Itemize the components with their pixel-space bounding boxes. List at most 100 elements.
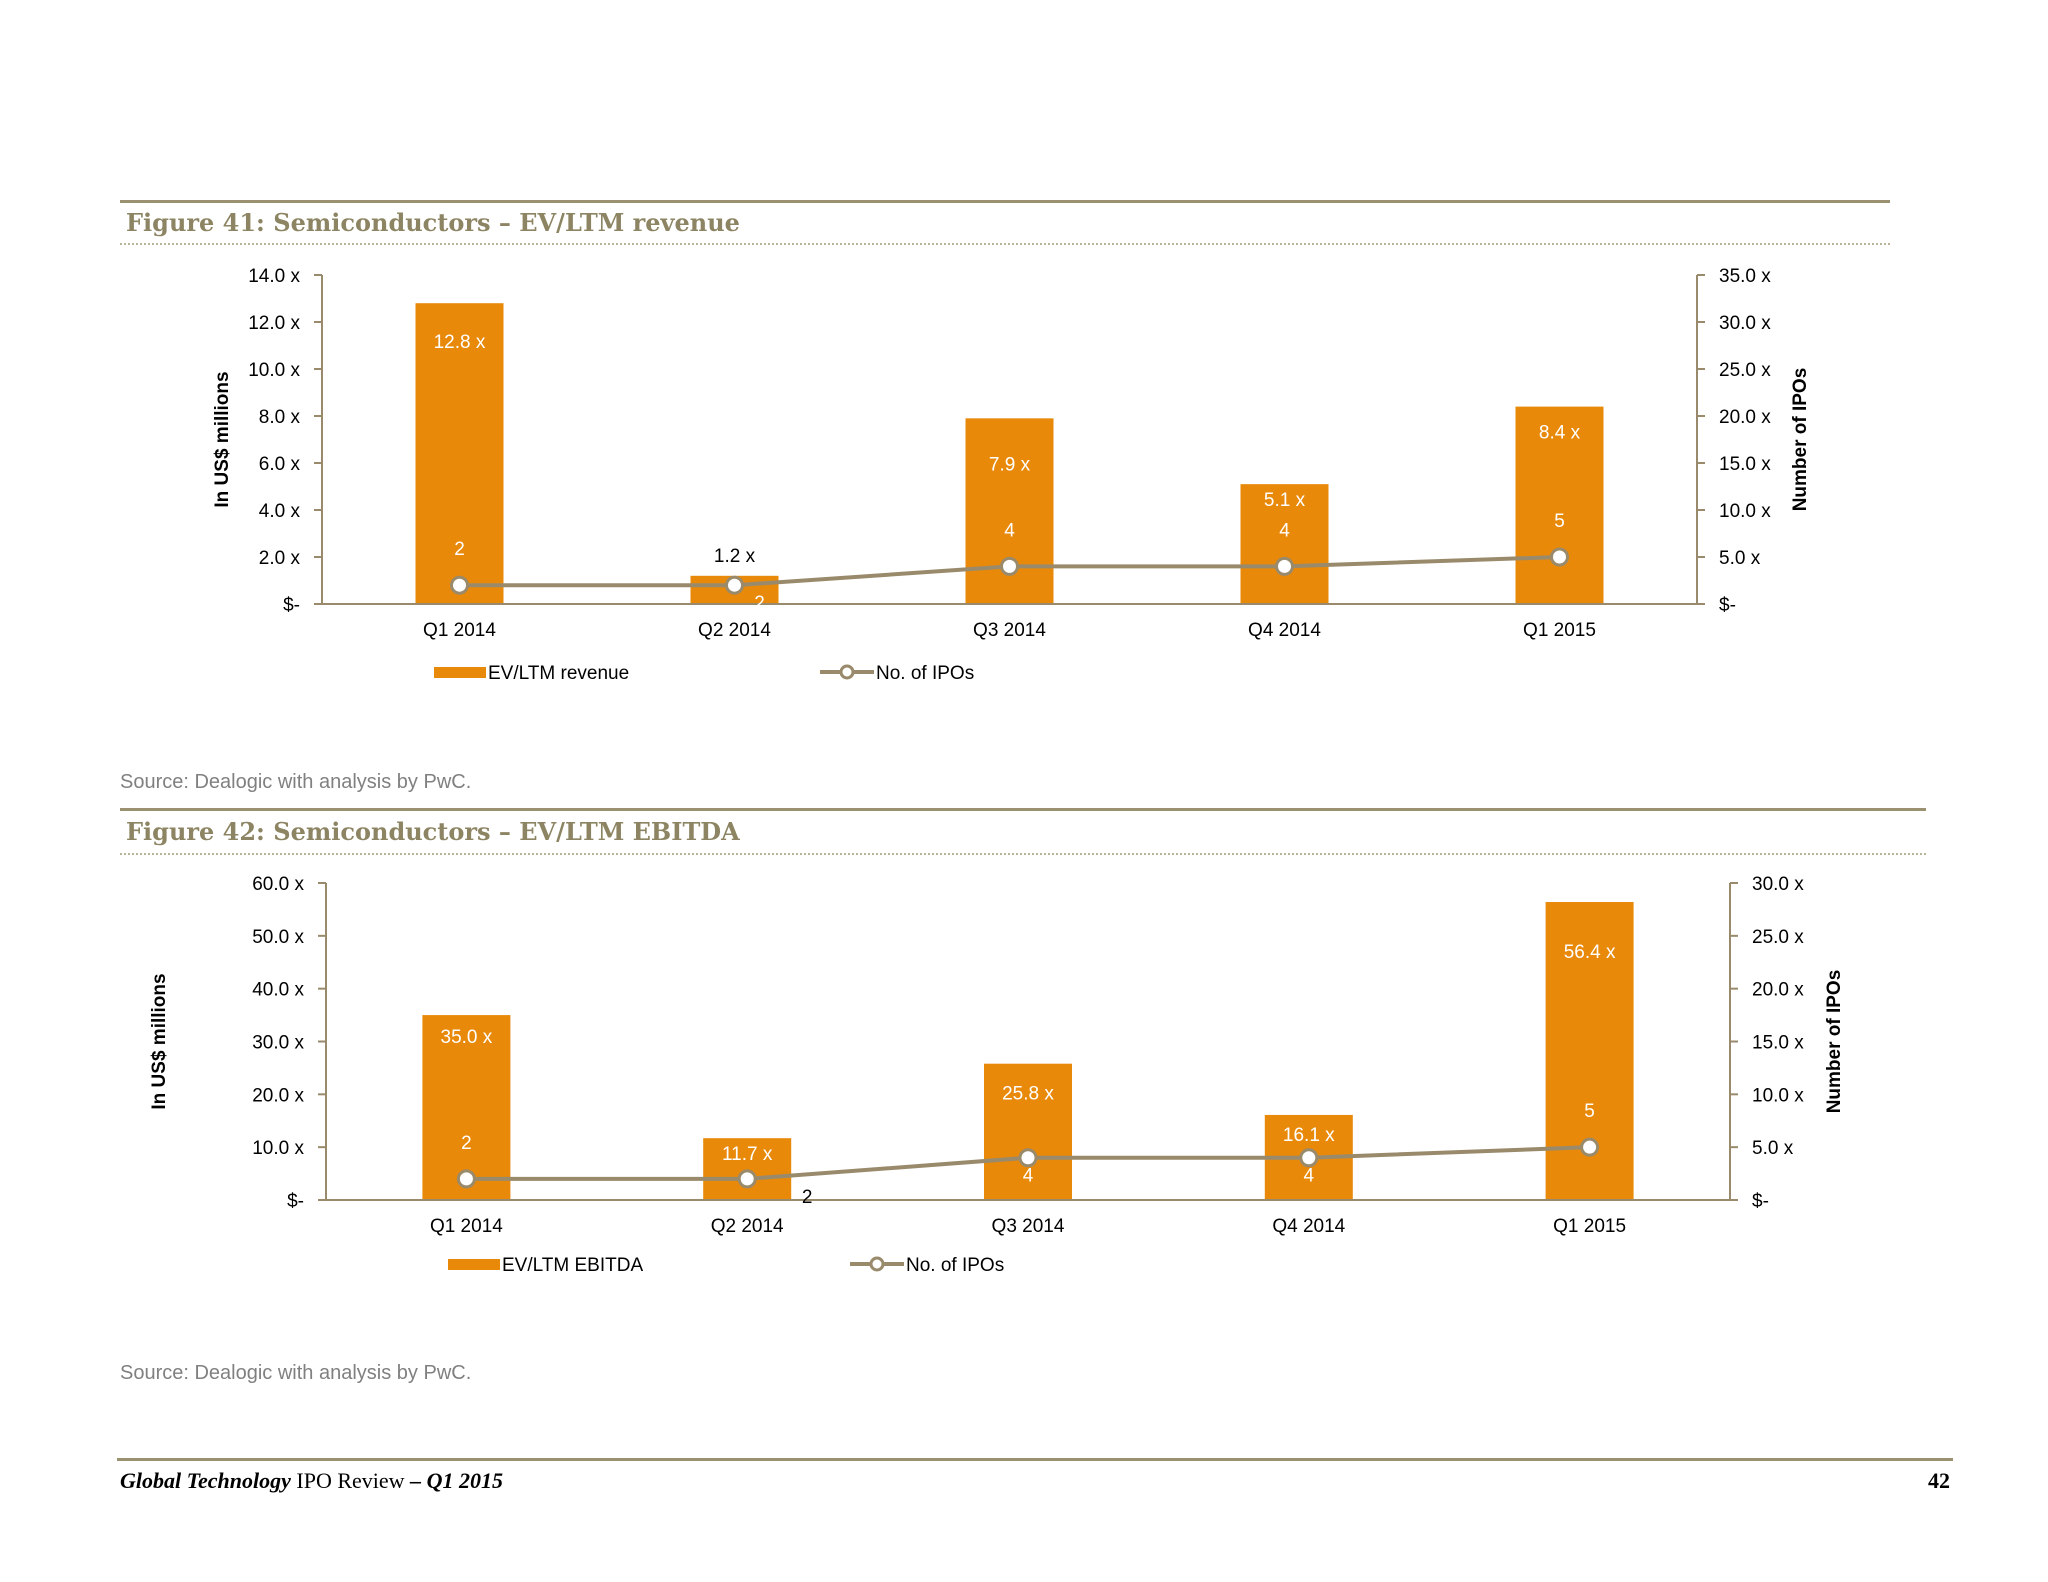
left-axis-tick-label: 4.0 x: [259, 501, 301, 522]
right-axis-tick-label: 5.0 x: [1752, 1138, 1794, 1159]
footer-rule: [117, 1458, 1953, 1461]
ipo-count-point: [1275, 556, 1294, 576]
left-axis-tick-label: 40.0 x: [252, 980, 304, 1001]
x-axis-tick-label: Q2 2014: [698, 620, 771, 641]
right-axis-title: Number of IPOs: [1824, 970, 1845, 1114]
left-axis-tick-label: 2.0 x: [259, 548, 301, 569]
ipo-count-label: 4: [1279, 520, 1290, 541]
ipo-count-label: 4: [1304, 1166, 1315, 1187]
ipo-count-label: 2: [802, 1187, 813, 1208]
figure-42-source: Source: Dealogic with analysis by PwC.: [120, 1362, 472, 1384]
figure-42-chart: $- 10.0 x 20.0 x 30.0 x 40.0 x 50.0 x 60.0 x $-…: [149, 874, 1845, 1276]
left-axis-tick-label: 30.0 x: [252, 1033, 304, 1054]
figure-42-top-rule: [120, 808, 1926, 811]
footer-report-title: IPO Review: [296, 1468, 405, 1493]
left-axis-tick-label: 50.0 x: [252, 927, 304, 948]
x-axis-tick-label: Q3 2014: [973, 620, 1046, 641]
right-axis-tick-label: $-: [1752, 1191, 1769, 1212]
ipo-count-point: [450, 575, 469, 595]
legend-line-label: No. of IPOs: [906, 1255, 1004, 1276]
left-axis-tick-label: 20.0 x: [252, 1085, 304, 1106]
figure-41-top-rule: [120, 200, 1890, 203]
bar-data-label: 8.4 x: [1539, 423, 1581, 444]
figure-41-divider: [120, 243, 1890, 245]
legend-bar-swatch: [434, 667, 486, 678]
ipo-count-label: 2: [461, 1133, 472, 1154]
ipo-count-label: 5: [1584, 1101, 1595, 1122]
footer-title: Global Technology IPO Review – Q1 2015: [120, 1468, 503, 1494]
bar: [984, 1063, 1072, 1200]
right-axis-tick-label: 15.0 x: [1752, 1033, 1804, 1054]
x-axis-tick-label: Q1 2015: [1553, 1216, 1626, 1237]
footer-separator: –: [410, 1468, 422, 1493]
x-axis-tick-label: Q2 2014: [711, 1216, 784, 1237]
footer-period: Q1 2015: [426, 1468, 503, 1493]
left-axis-tick-label: 6.0 x: [259, 454, 301, 475]
left-axis-tick-label: $-: [283, 595, 300, 616]
bar-data-label: 56.4 x: [1564, 942, 1616, 963]
right-axis-tick-label: 10.0 x: [1719, 501, 1771, 522]
footer-brand: Global Technology: [120, 1468, 291, 1493]
ipo-count-point: [1580, 1137, 1600, 1157]
x-axis-tick-label: Q3 2014: [992, 1216, 1065, 1237]
bar-data-label: 35.0 x: [441, 1027, 493, 1048]
figure-41-title: Figure 41: Semiconductors – EV/LTM reven…: [126, 208, 740, 237]
bar: [703, 1138, 792, 1200]
right-axis-tick-label: 25.0 x: [1719, 360, 1771, 381]
bar: [422, 1015, 511, 1200]
figure-41-chart: $- 2.0 x 4.0 x 6.0 x 8.0 x 10.0 x 12.0 x 14.0 x…: [212, 266, 1811, 684]
legend-line-marker: [839, 664, 855, 680]
left-axis-tick-label: 10.0 x: [252, 1138, 304, 1159]
bar: [1240, 484, 1329, 604]
ipo-count-label: 2: [754, 593, 765, 614]
right-axis-tick-label: 30.0 x: [1752, 874, 1804, 895]
ipo-count-label: 4: [1023, 1166, 1034, 1187]
left-axis-tick-label: 10.0 x: [248, 360, 300, 381]
ipo-count-label: 4: [1004, 520, 1015, 541]
bar-data-label: 1.2 x: [714, 546, 756, 567]
right-axis-tick-label: $-: [1719, 595, 1736, 616]
legend-bar-label: EV/LTM revenue: [488, 663, 629, 684]
ipo-count-point: [1299, 1148, 1319, 1168]
legend-bar-label: EV/LTM EBITDA: [502, 1255, 643, 1276]
right-axis-tick-label: 25.0 x: [1752, 927, 1804, 948]
right-axis-title: Number of IPOs: [1790, 368, 1811, 512]
legend-line-label: No. of IPOs: [876, 663, 974, 684]
x-axis-tick-label: Q4 2014: [1272, 1216, 1345, 1237]
x-axis-tick-label: Q1 2014: [423, 620, 496, 641]
ipo-count-point: [456, 1169, 476, 1189]
bar-data-label: 5.1 x: [1264, 490, 1306, 511]
bar: [965, 418, 1054, 604]
x-axis-tick-label: Q1 2014: [430, 1216, 503, 1237]
legend-bar-swatch: [448, 1259, 500, 1270]
bar-data-label: 7.9 x: [989, 454, 1031, 475]
bar-data-label: 12.8 x: [434, 332, 486, 353]
bar-data-label: 11.7 x: [722, 1144, 773, 1165]
page-number: 42: [1928, 1468, 1950, 1493]
left-axis-tick-label: 14.0 x: [248, 266, 300, 287]
right-axis-tick-label: 10.0 x: [1752, 1085, 1804, 1106]
legend-line-marker: [869, 1256, 885, 1272]
ipo-count-point: [1018, 1148, 1038, 1168]
right-axis-tick-label: 20.0 x: [1719, 407, 1771, 428]
right-axis-tick-label: 15.0 x: [1719, 454, 1771, 475]
ipo-count-label: 5: [1554, 511, 1565, 532]
left-axis-title: In US$ millions: [149, 973, 170, 1109]
left-axis-title: In US$ millions: [212, 371, 233, 507]
bar: [1515, 406, 1604, 604]
right-axis-tick-label: 20.0 x: [1752, 980, 1804, 1001]
left-axis-tick-label: 8.0 x: [259, 407, 301, 428]
x-axis-tick-label: Q4 2014: [1248, 620, 1321, 641]
left-axis-tick-label: $-: [287, 1191, 304, 1212]
left-axis-tick-label: 12.0 x: [248, 313, 300, 334]
bar-data-label: 16.1 x: [1283, 1125, 1335, 1146]
bar: [415, 303, 504, 604]
right-axis-tick-label: 5.0 x: [1719, 548, 1761, 569]
ipo-count-point: [737, 1169, 757, 1189]
ipo-count-point: [725, 575, 744, 595]
right-axis-tick-label: 35.0 x: [1719, 266, 1771, 287]
ipo-count-point: [1550, 547, 1569, 567]
figure-41-source: Source: Dealogic with analysis by PwC.: [120, 771, 472, 793]
bar-data-label: 25.8 x: [1002, 1084, 1054, 1105]
figure-42-title: Figure 42: Semiconductors – EV/LTM EBITD…: [126, 817, 740, 846]
